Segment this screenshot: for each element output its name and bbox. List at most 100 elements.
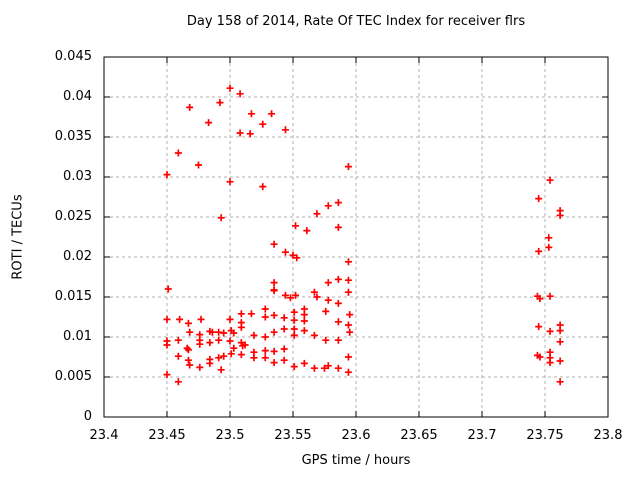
x-tick-label: 23.65 <box>400 428 438 443</box>
data-point-marker <box>300 327 308 335</box>
data-point-marker <box>334 223 342 231</box>
x-tick-label: 23.7 <box>467 428 497 443</box>
data-point-marker <box>313 210 321 218</box>
data-point-marker <box>164 285 172 293</box>
data-point-marker <box>226 178 234 186</box>
data-point-marker <box>344 321 352 329</box>
data-point-marker <box>216 99 224 107</box>
data-point-marker <box>324 362 332 370</box>
y-tick-label: 0.035 <box>54 129 92 144</box>
data-point-marker <box>290 331 298 339</box>
data-point-marker <box>289 251 297 259</box>
data-point-marker <box>220 352 228 360</box>
data-point-marker <box>236 90 244 98</box>
data-point-marker <box>344 353 352 361</box>
data-point-marker <box>346 328 354 336</box>
data-point-marker <box>227 350 235 358</box>
y-tick-label: 0.025 <box>54 209 92 224</box>
data-point-marker <box>545 243 553 251</box>
data-point-marker <box>290 308 298 316</box>
data-point-marker <box>324 279 332 287</box>
data-point-marker <box>334 336 342 344</box>
data-point-marker <box>268 110 276 118</box>
y-tick-label: 0.02 <box>63 249 92 264</box>
data-point-marker <box>334 364 342 372</box>
y-tick-label: 0.045 <box>54 49 92 64</box>
data-point-marker <box>293 254 301 262</box>
data-point-marker <box>215 336 223 344</box>
data-point-marker <box>280 314 288 322</box>
data-point-marker <box>247 310 255 318</box>
data-point-marker <box>174 336 182 344</box>
data-point-marker <box>281 126 289 134</box>
data-point-marker <box>261 347 269 355</box>
x-tick-label: 23.55 <box>274 428 312 443</box>
data-point-marker <box>236 129 244 137</box>
data-point-marker <box>286 294 294 302</box>
data-point-marker <box>215 354 223 362</box>
y-tick-label: 0 <box>83 409 92 424</box>
data-point-marker <box>237 351 245 359</box>
data-point-marker <box>174 378 182 386</box>
data-point-marker <box>281 248 289 256</box>
data-point-marker <box>270 279 278 287</box>
data-point-marker <box>183 344 191 352</box>
data-point-marker <box>536 295 544 303</box>
data-point-marker <box>261 333 269 341</box>
data-point-marker <box>324 202 332 210</box>
data-point-marker <box>163 171 171 179</box>
data-point-marker <box>334 299 342 307</box>
data-point-marker <box>259 183 267 191</box>
data-point-marker <box>292 291 300 299</box>
data-point-marker <box>217 366 225 374</box>
data-point-marker <box>196 340 204 348</box>
data-point-marker <box>290 363 298 371</box>
data-point-marker <box>346 311 354 319</box>
data-point-marker <box>535 247 543 255</box>
data-point-marker <box>344 163 352 171</box>
data-point-marker <box>163 341 171 349</box>
data-point-marker <box>208 328 216 336</box>
data-point-marker <box>250 331 258 339</box>
data-point-marker <box>290 316 298 324</box>
x-tick-label: 23.5 <box>215 428 245 443</box>
data-point-marker <box>300 317 308 325</box>
chart-title: Day 158 of 2014, Rate Of TEC Index for r… <box>186 14 526 29</box>
data-point-marker <box>556 327 564 335</box>
data-point-marker <box>247 110 255 118</box>
data-point-marker <box>259 120 267 128</box>
data-point-marker <box>536 353 544 361</box>
data-point-marker <box>206 359 214 367</box>
data-point-marker <box>184 346 192 354</box>
data-point-marker <box>186 103 194 111</box>
data-point-marker <box>226 315 234 323</box>
data-point-marker <box>322 336 330 344</box>
data-point-marker <box>261 313 269 321</box>
data-point-marker <box>226 337 234 345</box>
y-tick-label: 0.015 <box>54 289 92 304</box>
data-point-marker <box>230 329 238 337</box>
data-point-marker <box>230 344 238 352</box>
data-point-marker <box>174 149 182 157</box>
data-point-marker <box>270 359 278 367</box>
data-point-marker <box>334 199 342 207</box>
data-point-marker <box>556 338 564 346</box>
data-point-marker <box>556 211 564 219</box>
data-point-marker <box>197 315 205 323</box>
data-point-marker <box>321 364 328 372</box>
data-point-marker <box>163 371 171 379</box>
data-point-marker <box>324 296 332 304</box>
y-tick-label: 0.005 <box>54 369 92 384</box>
data-point-marker <box>344 276 352 284</box>
data-point-marker <box>186 361 194 369</box>
data-point-marker <box>556 357 564 365</box>
data-point-marker <box>303 227 311 235</box>
data-point-marker <box>344 368 352 376</box>
data-point-marker <box>237 339 245 347</box>
x-tick-label: 23.75 <box>526 428 564 443</box>
data-point-marker <box>344 288 352 296</box>
data-point-marker <box>280 356 288 364</box>
data-point-marker <box>176 315 184 323</box>
x-tick-label: 23.45 <box>148 428 186 443</box>
